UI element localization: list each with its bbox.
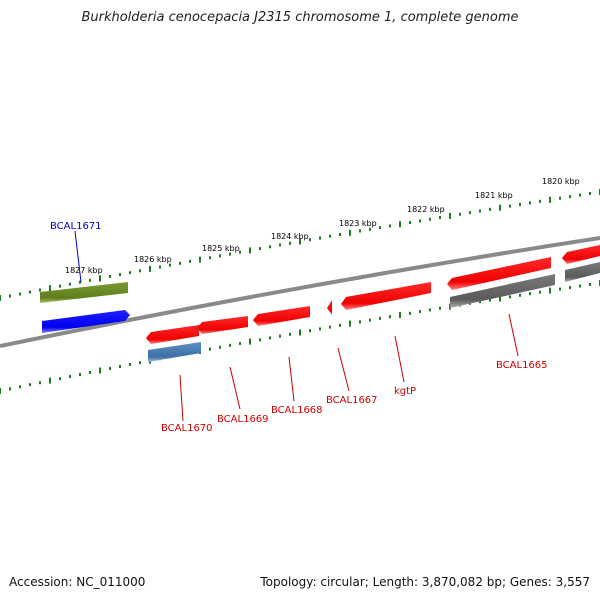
topology-text: Topology: circular; Length: 3,870,082 bp… (260, 575, 590, 589)
upper-strand-genes (40, 245, 600, 303)
callout-line (74, 230, 82, 283)
scale-label: 1825 kbp (202, 244, 240, 253)
scale-label: 1826 kbp (134, 255, 172, 264)
gene-label[interactable]: BCAL1669 (217, 414, 269, 425)
gene-red-arrow[interactable] (327, 300, 332, 315)
gene-label[interactable]: BCAL1671 (50, 221, 102, 232)
callout-line (508, 313, 519, 357)
gene-green-block[interactable] (40, 282, 128, 303)
gene-red-arrow[interactable] (447, 257, 551, 290)
scale-label: 1821 kbp (475, 191, 513, 200)
callout-line (288, 356, 295, 402)
scale-label: 1820 kbp (542, 177, 580, 186)
gene-label[interactable]: BCAL1670 (161, 423, 213, 434)
gene-label[interactable]: BCAL1665 (496, 360, 548, 371)
callout-line (394, 335, 405, 383)
gene-label[interactable]: BCAL1668 (271, 405, 323, 416)
scale-label: 1822 kbp (407, 205, 445, 214)
map-title: Burkholderia cenocepacia J2315 chromosom… (81, 10, 519, 25)
scale-ticks-outer (0, 189, 600, 301)
gene-red-arrow[interactable] (253, 306, 310, 326)
chromosome-backbone (0, 236, 600, 348)
gene-gray-block[interactable] (450, 274, 555, 308)
gene-red-arrow[interactable] (341, 282, 431, 310)
gene-red-arrow[interactable] (146, 325, 199, 344)
scale-ticks-inner (0, 280, 600, 394)
gene-label[interactable]: BCAL1667 (326, 395, 378, 406)
accession-text: Accession: NC_011000 (9, 575, 146, 589)
callout-line (179, 374, 184, 422)
gene-label[interactable]: kgtP (394, 386, 416, 397)
gene-blue-arrow[interactable] (42, 310, 130, 333)
gene-steel-block[interactable] (148, 342, 201, 362)
lower-strand-genes (42, 262, 600, 362)
gene-callouts (74, 230, 519, 422)
gene-labels: BCAL1671 BCAL1670 BCAL1669 BCAL1668 BCAL… (50, 221, 548, 434)
scale-label: 1827 kbp (65, 266, 103, 275)
callout-line (337, 347, 350, 392)
gene-red-arrow[interactable] (562, 245, 600, 264)
scale-label: 1824 kbp (271, 232, 309, 241)
scale-label: 1823 kbp (339, 219, 377, 228)
callout-line (229, 366, 241, 410)
gene-gray-block[interactable] (565, 262, 600, 282)
gene-red-arrow[interactable] (197, 316, 248, 334)
scale-labels: 1827 kbp 1826 kbp 1825 kbp 1824 kbp 1823… (65, 177, 580, 275)
